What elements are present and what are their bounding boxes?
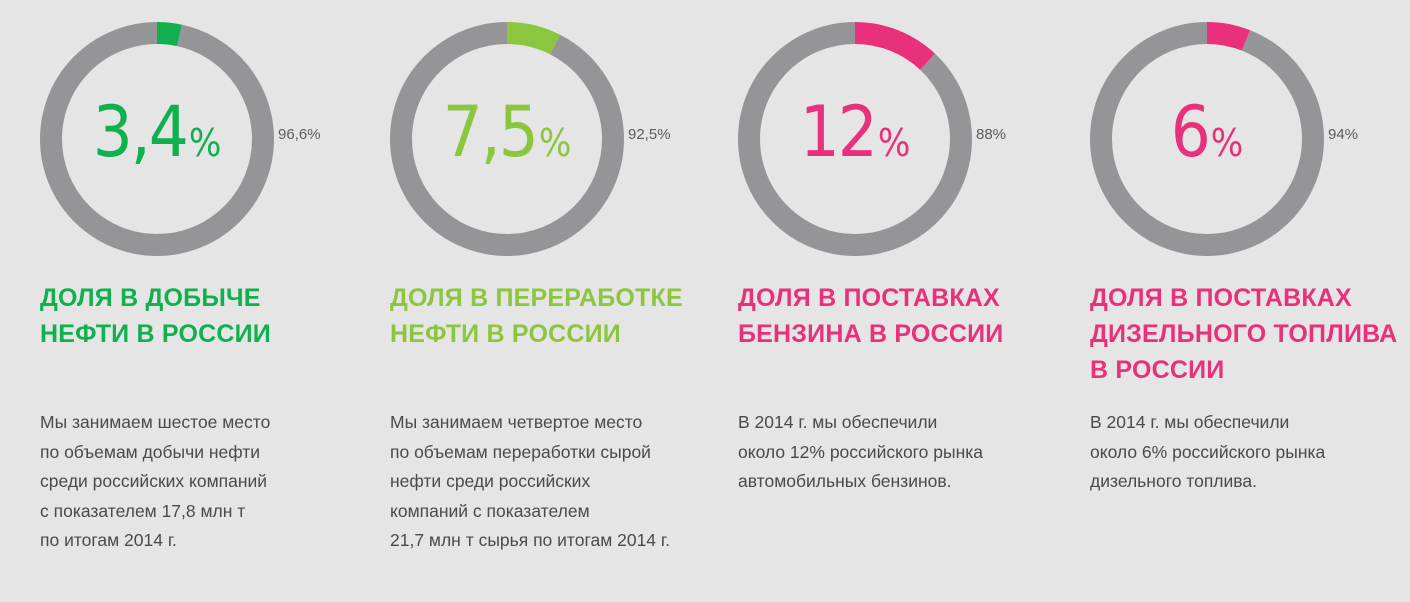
- heading-line: ДОЛЯ В ПЕРЕРАБОТКЕ: [390, 284, 683, 312]
- description: Мы занимаем четвертое место по объемам п…: [390, 408, 730, 556]
- donut-chart: 12%: [738, 22, 972, 256]
- section-heading: ДОЛЯ В ПОСТАВКАХ ДИЗЕЛЬНОГО ТОПЛИВА В РО…: [1090, 280, 1410, 388]
- percent-sign: %: [538, 121, 572, 165]
- donut-slice-remainder: [1090, 22, 1324, 256]
- share-value: 3,4%: [40, 92, 274, 183]
- donut-chart: 7,5%: [390, 22, 624, 256]
- description: Мы занимаем шестое место по объемам добы…: [40, 408, 380, 556]
- description-line: по итогам 2014 г.: [40, 530, 177, 550]
- description-line: В 2014 г. мы обеспечили: [1090, 412, 1290, 432]
- description: В 2014 г. мы обеспечили около 12% россий…: [738, 408, 1078, 497]
- remainder-label: 94%: [1328, 126, 1359, 143]
- heading-line: ДОЛЯ В ПОСТАВКАХ: [738, 284, 1000, 312]
- stat-column-oil-refining: 7,5% 92,5% ДОЛЯ В ПЕРЕРАБОТКЕ НЕФТИ В РО…: [390, 0, 730, 602]
- share-value: 7,5%: [390, 92, 624, 183]
- stat-column-gasoline-supply: 12% 88% ДОЛЯ В ПОСТАВКАХ БЕНЗИНА В РОССИ…: [738, 0, 1078, 602]
- donut-chart: 3,4%: [40, 22, 274, 256]
- percent-sign: %: [1210, 121, 1244, 165]
- description-line: дизельного топлива.: [1090, 471, 1257, 491]
- heading-line: НЕФТИ В РОССИИ: [390, 320, 621, 348]
- stat-column-oil-production: 3,4% 96,6% ДОЛЯ В ДОБЫЧЕ НЕФТИ В РОССИИ …: [40, 0, 380, 602]
- heading-line: В РОССИИ: [1090, 356, 1225, 384]
- share-number: 6: [1170, 91, 1211, 173]
- heading-line: НЕФТИ В РОССИИ: [40, 320, 271, 348]
- section-heading: ДОЛЯ В ПЕРЕРАБОТКЕ НЕФТИ В РОССИИ: [390, 280, 710, 352]
- description-line: В 2014 г. мы обеспечили: [738, 412, 938, 432]
- heading-line: БЕНЗИНА В РОССИИ: [738, 320, 1004, 348]
- heading-line: ДОЛЯ В ПОСТАВКАХ: [1090, 284, 1352, 312]
- donut-svg: [390, 22, 624, 256]
- description-line: среди российских компаний: [40, 471, 268, 491]
- description-line: Мы занимаем четвертое место: [390, 412, 643, 432]
- description-line: 21,7 млн т сырья по итогам 2014 г.: [390, 530, 671, 550]
- description-line: компаний с показателем: [390, 500, 590, 521]
- remainder-label: 88%: [976, 126, 1007, 143]
- remainder-label: 92,5%: [628, 126, 671, 143]
- description-line: по объемам добычи нефти: [40, 441, 261, 462]
- share-number: 3,4: [92, 91, 189, 173]
- description: В 2014 г. мы обеспечили около 6% российс…: [1090, 408, 1410, 497]
- description-line: Мы занимаем шестое место: [40, 412, 271, 432]
- donut-slice-remainder: [390, 22, 624, 256]
- share-number: 7,5: [442, 91, 539, 173]
- donut-svg: [40, 22, 274, 256]
- remainder-label: 96,6%: [278, 126, 321, 143]
- share-number: 12: [799, 91, 878, 173]
- description-line: автомобильных бензинов.: [738, 471, 952, 491]
- section-heading: ДОЛЯ В ПОСТАВКАХ БЕНЗИНА В РОССИИ: [738, 280, 1058, 352]
- description-line: около 12% российского рынка: [738, 441, 984, 462]
- stat-column-diesel-supply: 6% 94% ДОЛЯ В ПОСТАВКАХ ДИЗЕЛЬНОГО ТОПЛИ…: [1090, 0, 1410, 602]
- share-value: 6%: [1090, 92, 1324, 183]
- donut-svg: [738, 22, 972, 256]
- percent-sign: %: [188, 121, 222, 165]
- heading-line: ДОЛЯ В ДОБЫЧЕ: [40, 284, 261, 312]
- donut-chart: 6%: [1090, 22, 1324, 256]
- description-line: около 6% российского рынка: [1090, 441, 1326, 462]
- donut-slice-remainder: [738, 22, 972, 256]
- description-line: по объемам переработки сырой: [390, 441, 651, 462]
- section-heading: ДОЛЯ В ДОБЫЧЕ НЕФТИ В РОССИИ: [40, 280, 360, 352]
- heading-line: ДИЗЕЛЬНОГО ТОПЛИВА: [1090, 320, 1398, 348]
- description-line: нефти среди российских: [390, 471, 591, 491]
- percent-sign: %: [877, 121, 911, 165]
- description-line: с показателем 17,8 млн т: [40, 500, 246, 521]
- share-value: 12%: [738, 92, 972, 183]
- donut-slice-remainder: [40, 22, 274, 256]
- donut-svg: [1090, 22, 1324, 256]
